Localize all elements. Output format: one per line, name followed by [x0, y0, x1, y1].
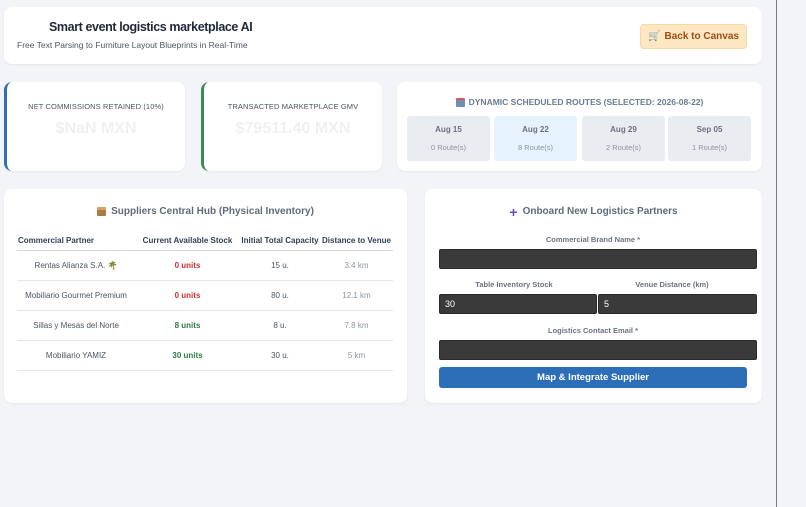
table-header: Commercial Partner Current Available Sto… [17, 231, 393, 251]
distance-cell: 5 km [347, 351, 366, 360]
suppliers-hub-card: Suppliers Central Hub (Physical Inventor… [4, 189, 407, 403]
contact-email-input[interactable] [439, 340, 757, 360]
capacity-cell: 80 u. [271, 291, 289, 300]
column-header-capacity: Initial Total Capacity [241, 236, 319, 245]
back-to-canvas-button[interactable]: 🛒 Back to Canvas [640, 24, 747, 49]
inventory-stock-input[interactable] [439, 294, 597, 314]
stock-cell: 0 units [174, 291, 201, 300]
route-count: 8 Route(s) [517, 143, 553, 152]
table-row: Rentas Alianza S.A. 🌴 0 units 15 u. 3.4 … [17, 251, 393, 281]
partner-cell: Sillas y Mesas del Norte [33, 321, 119, 330]
plus-icon: + [509, 203, 518, 220]
metric-value: $79511.40 MXN [235, 120, 351, 137]
route-date: Aug 22 [522, 125, 549, 134]
capacity-cell: 15 u. [271, 261, 289, 270]
partner-cell: Mobiliario YAMIZ [45, 351, 107, 360]
distance-cell: 12.1 km [342, 291, 371, 300]
commissions-metric-card: NET COMMISSIONS RETAINED (10%) $NaN MXN [4, 82, 185, 171]
brand-name-label: Commercial Brand Name * [545, 235, 641, 244]
routes-title-text: DYNAMIC SCHEDULED ROUTES (SELECTED: 2026… [468, 97, 704, 107]
route-count: 0 Route(s) [430, 143, 466, 152]
inventory-stock-label: Table Inventory Stock [475, 280, 553, 289]
suppliers-table: Commercial Partner Current Available Sto… [17, 231, 393, 371]
header-card: Smart event logistics marketplace AI Fre… [4, 7, 762, 64]
route-date: Aug 15 [435, 125, 462, 134]
capacity-cell: 8 u. [273, 321, 287, 330]
metric-value: $NaN MXN [55, 120, 137, 137]
contact-email-label: Logistics Contact Email * [547, 326, 639, 335]
back-to-canvas-label: Back to Canvas [664, 31, 739, 42]
column-header-distance: Distance to Venue [322, 236, 391, 245]
partner-cell: Mobiliario Gourmet Premium [25, 291, 127, 300]
app-title: Smart event logistics marketplace AI [49, 20, 253, 34]
hub-title: Suppliers Central Hub (Physical Inventor… [4, 206, 407, 217]
metric-label: TRANSACTED MARKETPLACE GMV [227, 102, 359, 111]
partner-cell: Rentas Alianza S.A. 🌴 [34, 261, 118, 270]
onboard-title: + Onboard New Logistics Partners [425, 203, 762, 220]
route-tile-aug-29[interactable]: Aug 29 2 Route(s) [582, 116, 665, 161]
gmv-metric-card: TRANSACTED MARKETPLACE GMV $79511.40 MXN [201, 82, 382, 171]
venue-distance-label: Venue Distance (km) [635, 280, 709, 289]
scheduled-routes-card: DYNAMIC SCHEDULED ROUTES (SELECTED: 2026… [397, 82, 762, 171]
venue-distance-input[interactable] [598, 294, 757, 314]
table-row: Mobiliario Gourmet Premium 0 units 80 u.… [17, 281, 393, 311]
route-tile-sep-05[interactable]: Sep 05 1 Route(s) [668, 116, 751, 161]
route-date: Sep 05 [696, 125, 723, 134]
distance-cell: 7.8 km [344, 321, 369, 330]
calendar-icon [455, 97, 465, 107]
table-row: Mobiliario YAMIZ 30 units 30 u. 5 km [17, 341, 393, 371]
map-integrate-supplier-button[interactable]: Map & Integrate Supplier [439, 367, 747, 388]
route-tile-aug-22[interactable]: Aug 22 8 Route(s) [494, 116, 577, 161]
stock-cell: 0 units [174, 261, 201, 270]
onboard-title-text: Onboard New Logistics Partners [522, 206, 678, 217]
route-date: Aug 29 [610, 125, 637, 134]
package-icon [97, 207, 107, 216]
routes-title: DYNAMIC SCHEDULED ROUTES (SELECTED: 2026… [397, 97, 762, 107]
app-subtitle: Free Text Parsing to Furniture Layout Bl… [17, 40, 248, 50]
column-header-partner: Commercial Partner [18, 236, 95, 245]
onboard-partners-card: + Onboard New Logistics Partners Commerc… [425, 189, 762, 403]
stock-cell: 8 units [174, 321, 201, 330]
route-count: 2 Route(s) [605, 143, 641, 152]
column-header-stock: Current Available Stock [142, 236, 233, 245]
route-tile-aug-15[interactable]: Aug 15 0 Route(s) [407, 116, 490, 161]
route-count: 1 Route(s) [691, 143, 727, 152]
stock-cell: 30 units [172, 351, 203, 360]
distance-cell: 3.4 km [344, 261, 369, 270]
cart-icon: 🛒 [648, 31, 661, 42]
hub-title-text: Suppliers Central Hub (Physical Inventor… [111, 206, 314, 217]
brand-name-input[interactable] [439, 249, 757, 269]
window-edge-divider [776, 0, 777, 507]
metric-label: NET COMMISSIONS RETAINED (10%) [28, 102, 164, 111]
capacity-cell: 30 u. [271, 351, 289, 360]
table-row: Sillas y Mesas del Norte 8 units 8 u. 7.… [17, 311, 393, 341]
